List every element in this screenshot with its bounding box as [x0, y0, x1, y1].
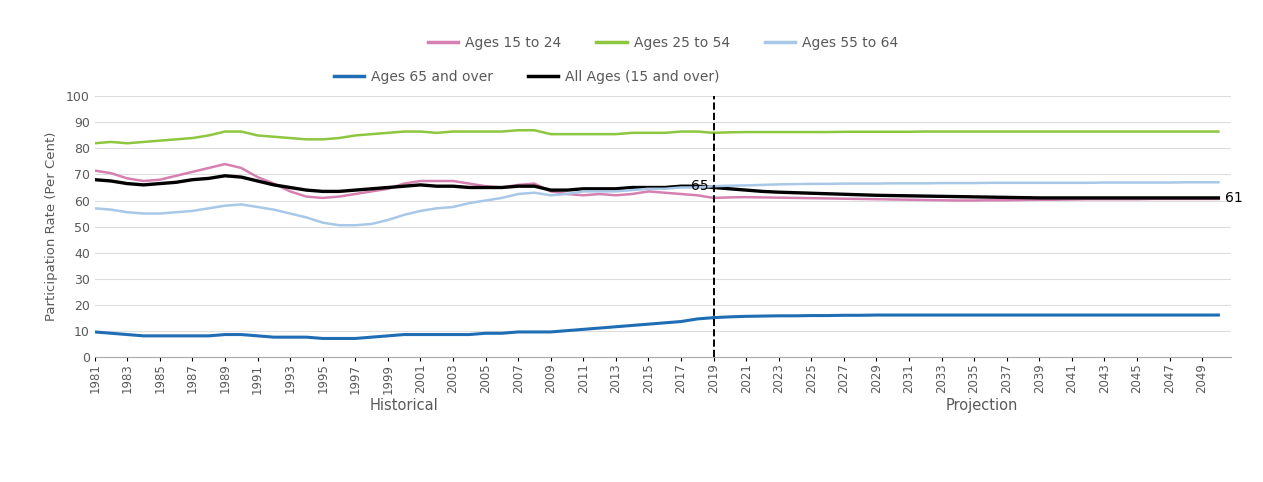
Text: Projection: Projection: [946, 398, 1018, 414]
Text: Historical: Historical: [370, 398, 438, 414]
Text: 65: 65: [691, 179, 709, 193]
Legend: Ages 65 and over, All Ages (15 and over): Ages 65 and over, All Ages (15 and over): [328, 64, 725, 90]
Text: 61: 61: [1225, 191, 1243, 205]
Y-axis label: Participation Rate (Per Cent): Participation Rate (Per Cent): [44, 132, 58, 321]
